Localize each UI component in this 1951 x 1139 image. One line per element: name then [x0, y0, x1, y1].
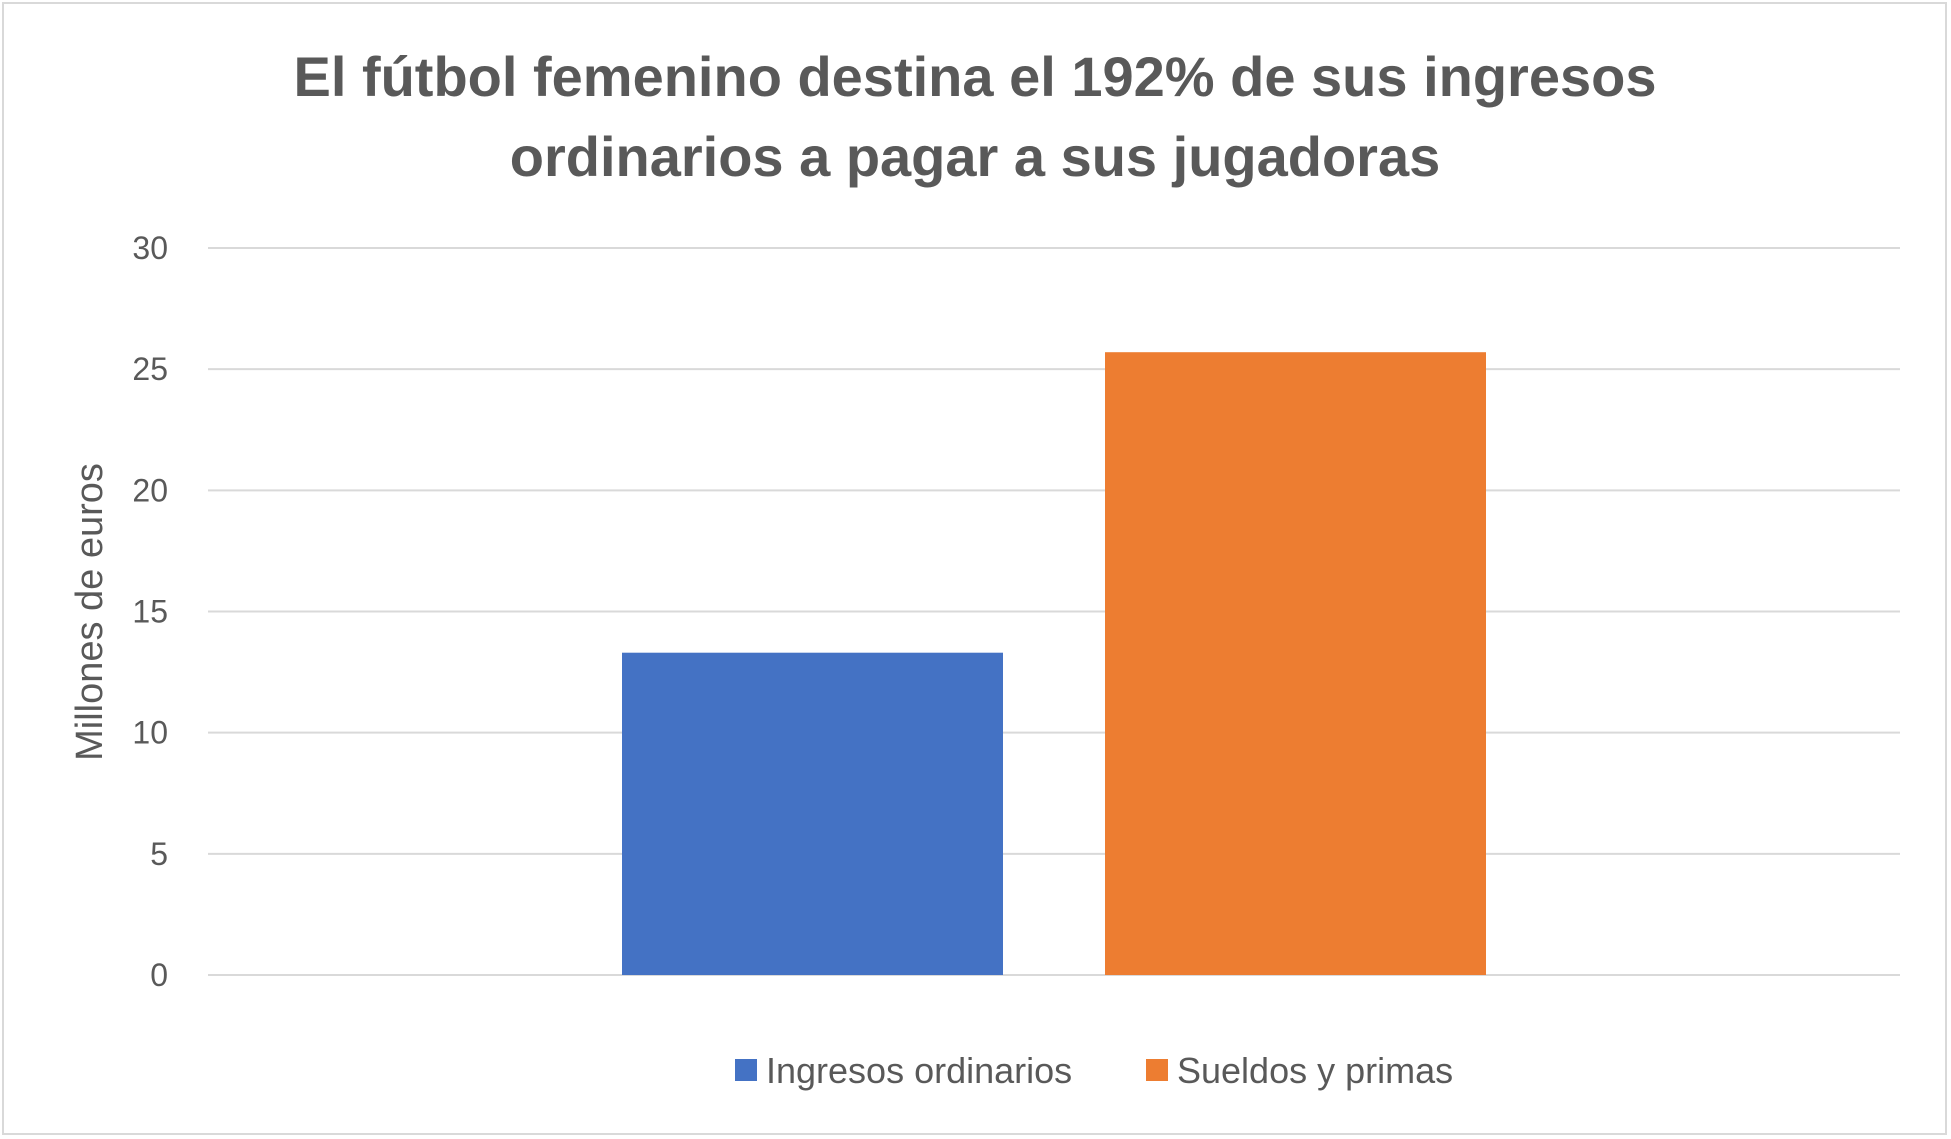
- bar-ingresos-ordinarios: [622, 652, 1003, 975]
- y-tick-label-0: 0: [150, 957, 168, 993]
- legend-item-sueldos: Sueldos y primas: [1146, 1050, 1453, 1091]
- y-tick-label-5: 5: [150, 836, 168, 872]
- y-axis-ticks: 0 5 10 15 20 25 30: [132, 230, 168, 993]
- y-axis-title: Millones de euros: [69, 463, 111, 761]
- chart-title-line-2: ordinarios a pagar a sus jugadoras: [510, 125, 1441, 188]
- legend-label-ingresos: Ingresos ordinarios: [766, 1050, 1072, 1091]
- legend-swatch-ingresos: [735, 1059, 757, 1081]
- legend-label-sueldos: Sueldos y primas: [1177, 1050, 1453, 1091]
- legend-item-ingresos: Ingresos ordinarios: [735, 1050, 1072, 1091]
- bar-sueldos-y-primas: [1105, 352, 1486, 975]
- y-tick-label-30: 30: [132, 230, 168, 266]
- y-tick-label-15: 15: [132, 594, 168, 630]
- legend-swatch-sueldos: [1146, 1059, 1168, 1081]
- legend: Ingresos ordinarios Sueldos y primas: [735, 1050, 1453, 1091]
- y-tick-label-25: 25: [132, 351, 168, 387]
- gridlines: [208, 247, 1900, 976]
- chart-title: El fútbol femenino destina el 192% de su…: [293, 45, 1656, 188]
- chart-title-line-1: El fútbol femenino destina el 192% de su…: [293, 45, 1656, 108]
- y-tick-label-10: 10: [132, 715, 168, 751]
- y-tick-label-20: 20: [132, 472, 168, 508]
- bars: [622, 352, 1486, 975]
